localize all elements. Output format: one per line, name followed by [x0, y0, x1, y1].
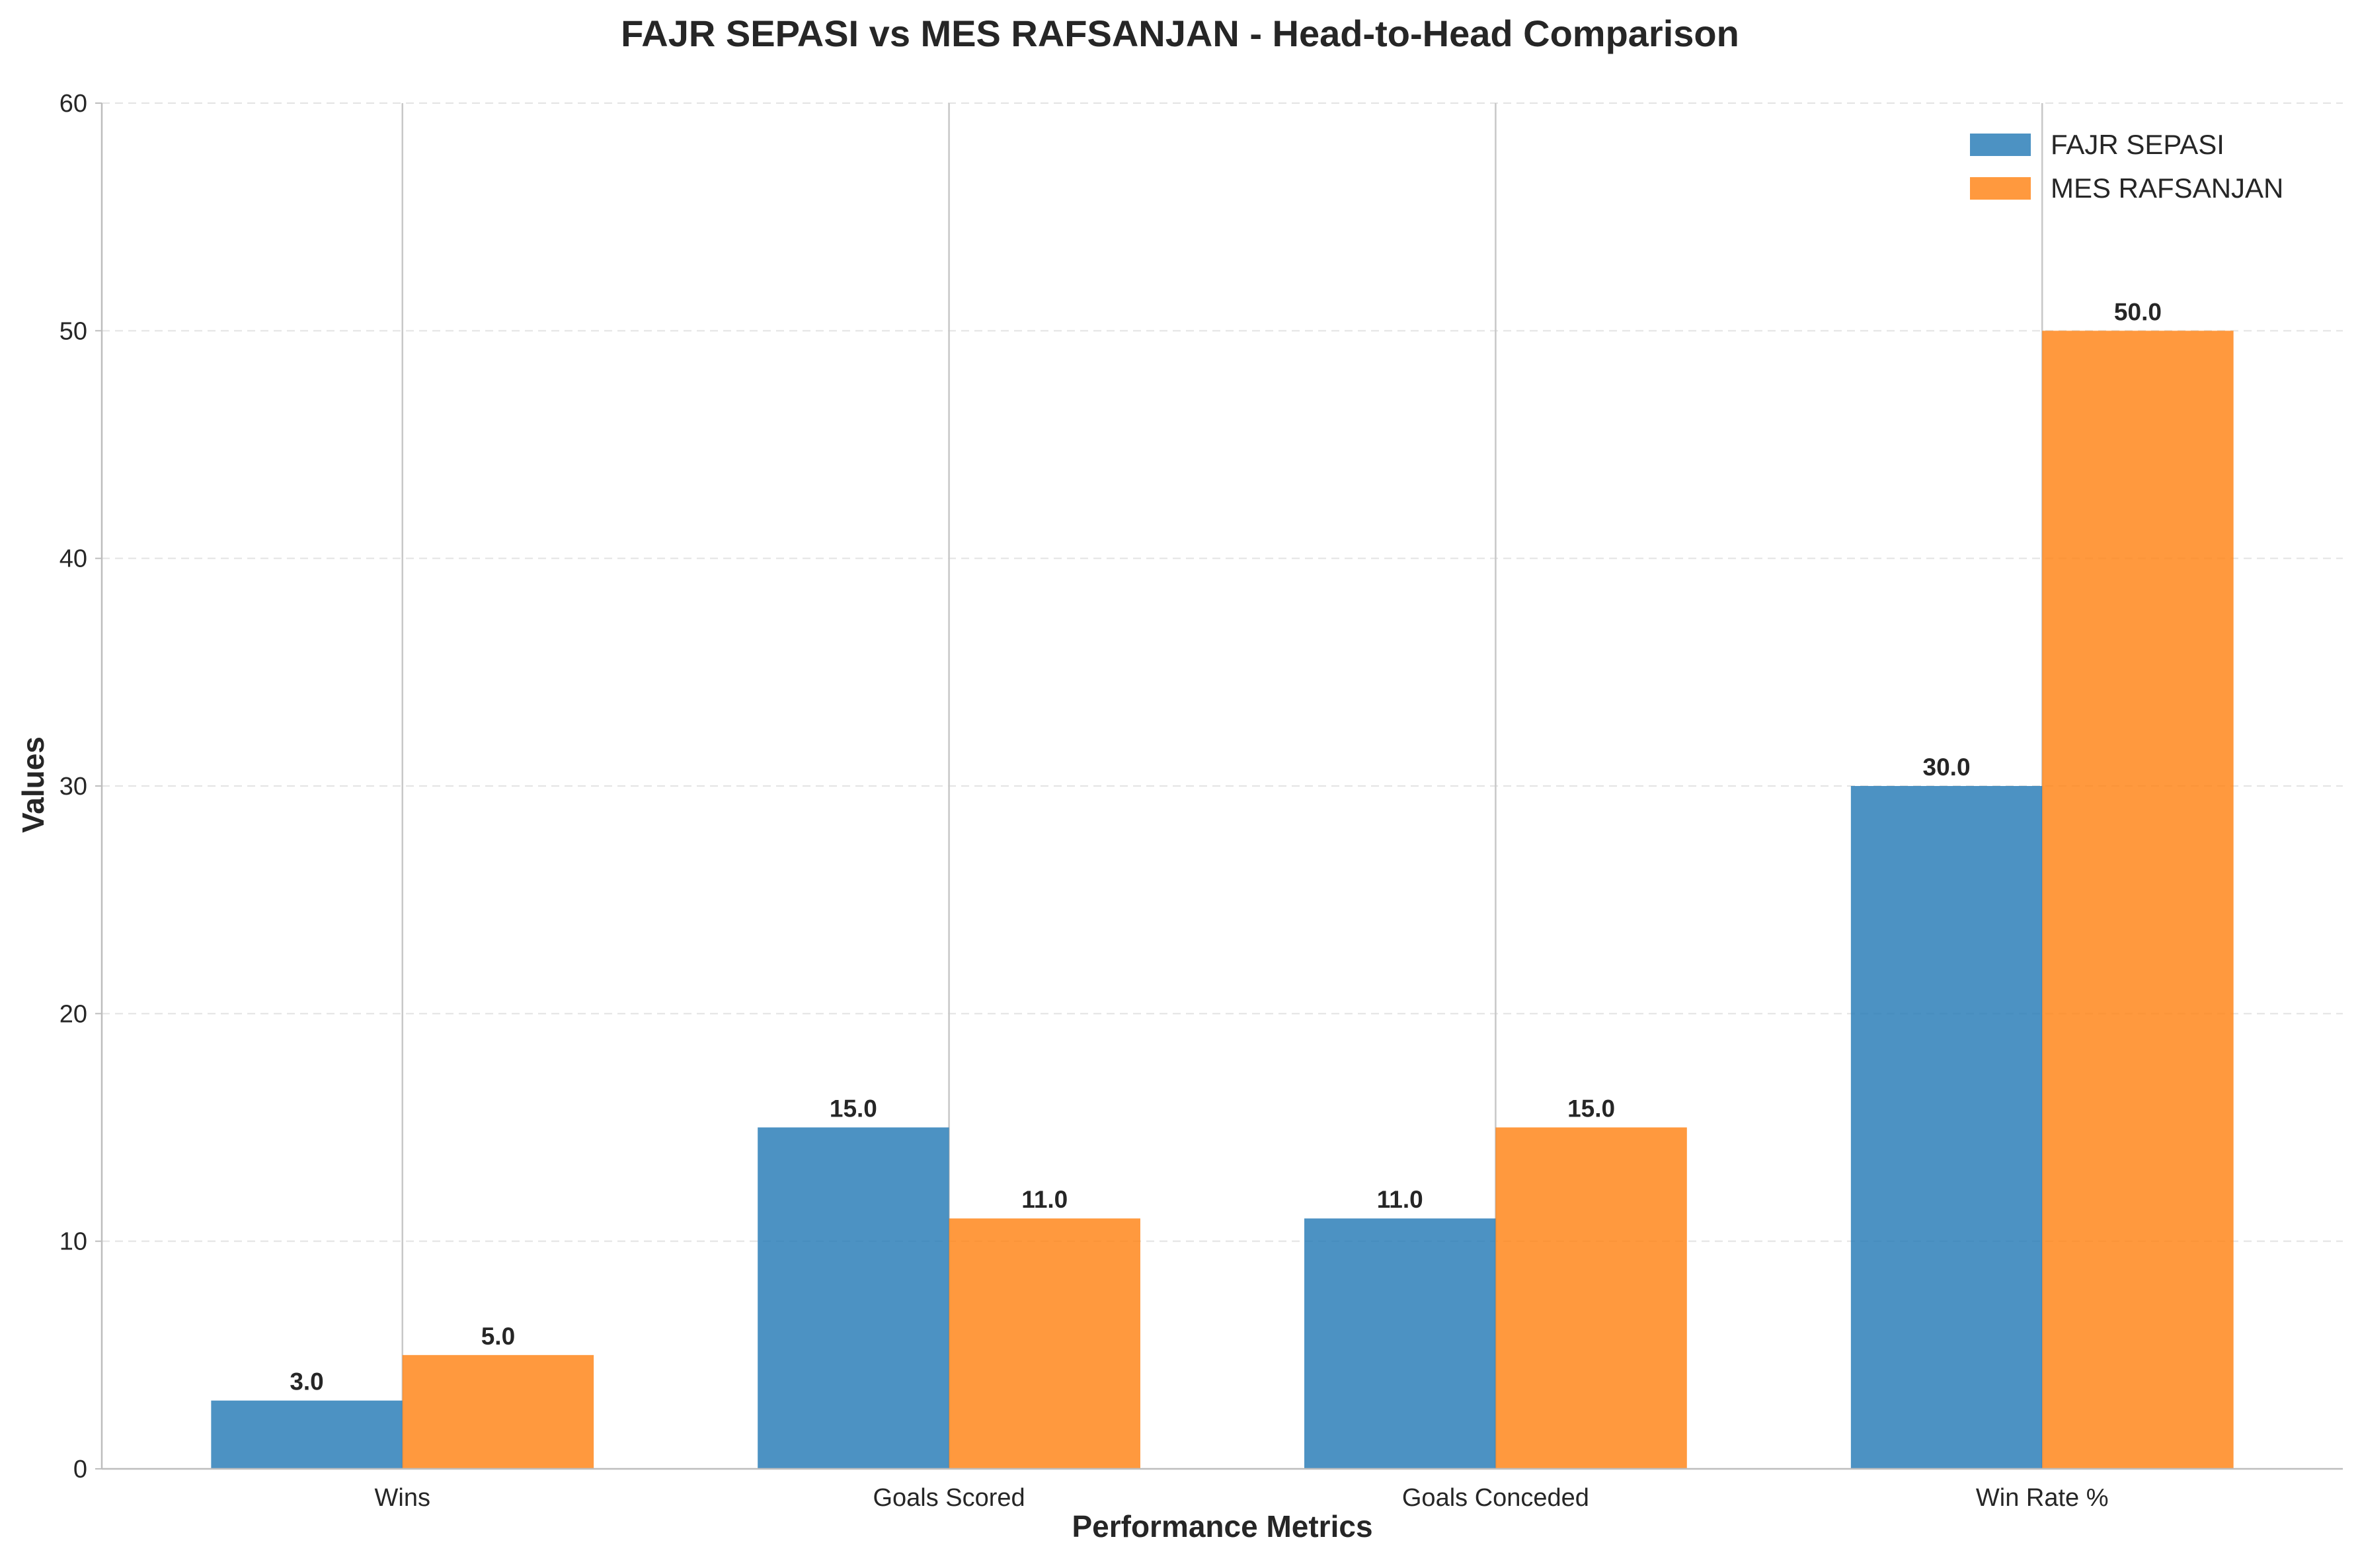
bar-series-1	[758, 1127, 949, 1469]
legend-swatch-series-1	[1970, 134, 2031, 156]
bar-value-label: 11.0	[1021, 1186, 1068, 1213]
axes: 0 10 20 30 40 50 60 Wins Goals Scored Goals Conce…	[59, 90, 2343, 1512]
bar-value-label: 15.0	[1567, 1095, 1615, 1122]
legend-item-series-2: MES RAFSANJAN	[1970, 167, 2283, 210]
bar-value-label: 30.0	[1923, 754, 1971, 781]
y-tick-label: 10	[59, 1228, 87, 1256]
legend: FAJR SEPASI MES RAFSANJAN	[1970, 123, 2283, 210]
bar-series-1	[1304, 1218, 1496, 1469]
bar-value-label: 5.0	[481, 1323, 515, 1350]
bar-value-label: 15.0	[830, 1095, 877, 1122]
bars	[211, 331, 2234, 1469]
bar-series-2	[1495, 1127, 1687, 1469]
y-tick-label: 0	[73, 1456, 87, 1483]
legend-item-series-1: FAJR SEPASI	[1970, 123, 2283, 167]
x-axis-label: Performance Metrics	[1072, 1509, 1373, 1544]
bar-series-2	[2042, 331, 2234, 1469]
y-tick-label: 60	[59, 90, 87, 118]
y-axis-label: Values	[16, 736, 50, 833]
legend-swatch-series-2	[1970, 177, 2031, 200]
legend-label-series-1: FAJR SEPASI	[2051, 129, 2224, 160]
y-tick-label: 20	[59, 1000, 87, 1028]
bar-series-2	[402, 1354, 594, 1469]
y-tick-label: 50	[59, 317, 87, 345]
bar-series-1	[1850, 786, 2043, 1469]
bar-value-label: 3.0	[290, 1368, 323, 1395]
x-tick-label: Wins	[375, 1484, 430, 1512]
bar-series-1	[211, 1400, 403, 1469]
chart-title: FAJR SEPASI vs MES RAFSANJAN - Head-to-H…	[621, 13, 1739, 54]
bar-value-label: 11.0	[1377, 1186, 1423, 1213]
bar-labels: 3.0 15.0 11.0 30.0 5.0 11.0 15.0 50.0	[290, 298, 2162, 1395]
x-tick-label: Goals Conceded	[1402, 1484, 1589, 1512]
legend-label-series-2: MES RAFSANJAN	[2051, 173, 2284, 204]
x-tick-label: Goals Scored	[873, 1484, 1025, 1512]
y-tick-label: 30	[59, 773, 87, 801]
bar-value-label: 50.0	[2114, 298, 2162, 325]
y-tick-label: 40	[59, 545, 87, 573]
bar-series-2	[949, 1218, 1140, 1469]
x-tick-label: Win Rate %	[1976, 1484, 2109, 1512]
